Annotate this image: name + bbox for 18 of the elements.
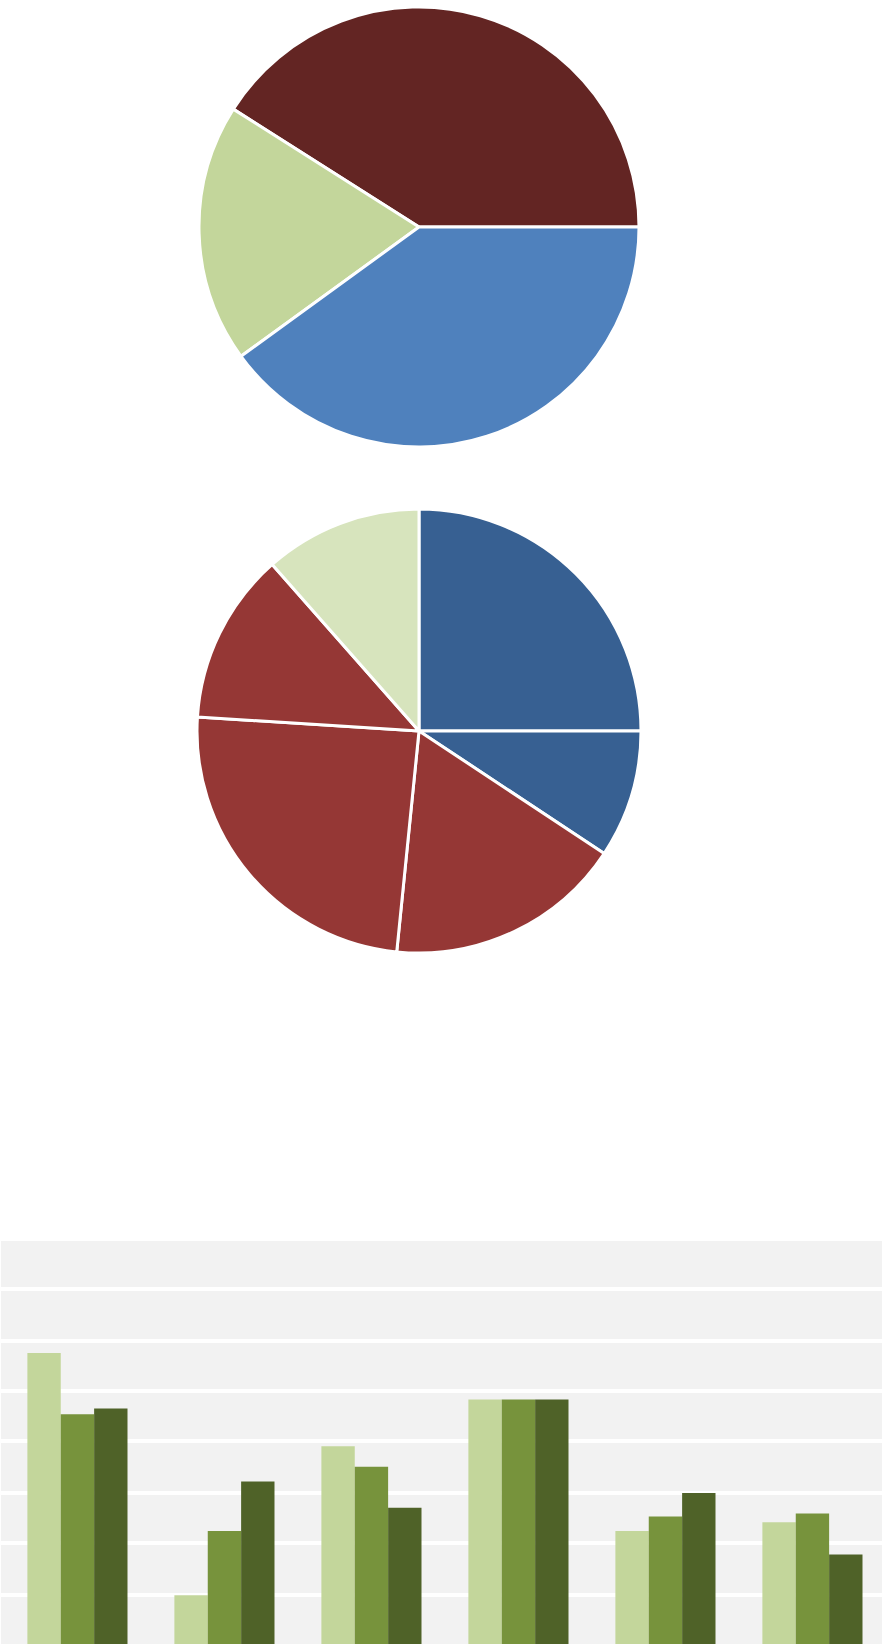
bar [60,1414,95,1644]
bar [795,1513,830,1644]
bar [174,1595,208,1644]
bar [27,1352,61,1644]
bar [388,1507,422,1644]
bar [241,1481,275,1644]
bar [615,1531,649,1644]
bar [535,1399,569,1644]
bar [829,1554,863,1644]
bar [354,1466,389,1644]
bar [762,1522,796,1644]
bar [468,1399,502,1644]
bar [501,1399,536,1644]
bar [94,1408,128,1644]
bar [321,1446,355,1644]
bar [648,1516,683,1644]
bar [207,1531,242,1644]
bar [682,1493,716,1644]
